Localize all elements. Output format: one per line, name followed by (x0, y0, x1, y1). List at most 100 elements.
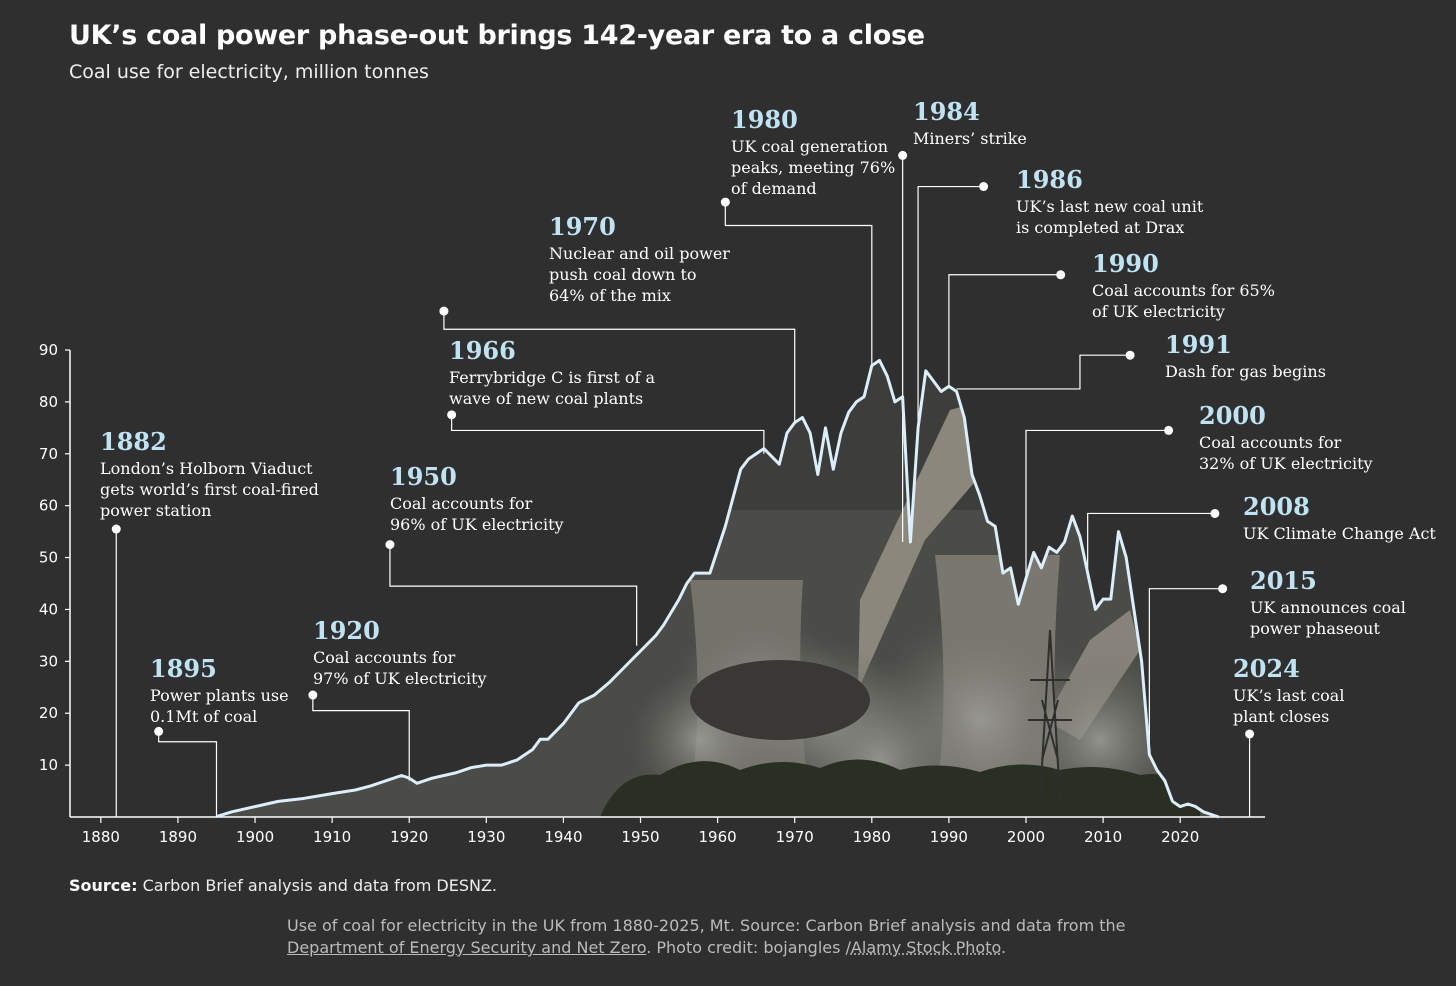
annotation-text-1970: Nuclear and oil power (549, 244, 730, 263)
annotation-text-1980: of demand (731, 179, 817, 198)
annotation-year-2024: 2024 (1233, 654, 1300, 683)
y-tick-label: 90 (39, 341, 58, 359)
coal-chart: 10 20 30 40 50 60 70 80 90 1880 1890 1900 1910 1920 19… (39, 97, 1436, 846)
annotation-year-1920: 1920 (313, 616, 380, 645)
annotation-leader-2008 (1087, 512, 1215, 574)
annotation-dot-2024 (1245, 729, 1255, 739)
annotation-text-1986: is completed at Drax (1016, 218, 1184, 237)
y-tick-label: 60 (39, 497, 58, 515)
annotation-dot-2008 (1210, 508, 1220, 518)
annotation-year-1984: 1984 (913, 97, 980, 126)
desnz-link[interactable]: Department of Energy Security and Net Ze… (287, 938, 647, 957)
y-tick-label: 20 (39, 704, 58, 722)
annotation-leader-1966 (451, 414, 765, 454)
x-tick-label: 1880 (82, 828, 120, 846)
annotation-text-1984: Miners’ strike (913, 129, 1027, 148)
annotation-leader-1986 (917, 185, 984, 428)
annotation-text-2024: UK’s last coal (1233, 686, 1344, 705)
annotation-leader-1950 (389, 544, 638, 646)
annotation-text-2000: Coal accounts for (1199, 433, 1342, 452)
x-tick-label: 1900 (236, 828, 274, 846)
y-tick-label: 10 (39, 756, 58, 774)
source-label: Source: (69, 876, 138, 895)
annotation-leader-2000 (1025, 429, 1169, 579)
image-caption: Use of coal for electricity in the UK fr… (287, 915, 1187, 959)
annotation-dot-1895 (154, 726, 164, 736)
annotation-dot-1984 (898, 150, 908, 160)
x-tick-label: 1890 (159, 828, 197, 846)
annotation-leader-1920 (312, 695, 410, 781)
annotation-text-1990: of UK electricity (1092, 302, 1225, 321)
falling-chimney (858, 400, 993, 690)
annotation-text-1920: 97% of UK electricity (313, 669, 487, 688)
annotation-year-1882: 1882 (100, 427, 167, 456)
x-tick-label: 1920 (390, 828, 428, 846)
annotation-dot-1966 (447, 410, 457, 420)
annotation-dot-1970 (439, 306, 449, 316)
annotation-text-1966: Ferrybridge C is first of a (449, 368, 656, 387)
x-tick-label: 1930 (467, 828, 505, 846)
annotation-text-2015: UK announces coal (1250, 598, 1406, 617)
annotation-text-1970: 64% of the mix (549, 286, 671, 305)
annotation-dot-1980 (720, 197, 730, 207)
annotation-year-1895: 1895 (150, 654, 217, 683)
annotation-text-1950: Coal accounts for (390, 494, 533, 513)
annotation-dot-1882 (111, 524, 121, 534)
annotation-dot-1991 (1125, 350, 1135, 360)
annotation-leader-1990 (948, 274, 1061, 387)
annotation-year-2008: 2008 (1243, 492, 1310, 521)
dark-smoke (690, 660, 870, 740)
annotation-text-2015: power phaseout (1250, 619, 1380, 638)
x-tick-label: 1910 (313, 828, 351, 846)
annotation-year-1991: 1991 (1165, 330, 1232, 359)
annotation-year-1970: 1970 (549, 212, 616, 241)
annotation-text-1895: Power plants use (150, 686, 289, 705)
y-tick-label: 70 (39, 445, 58, 463)
annotation-dot-1950 (385, 540, 395, 550)
source-note: Source: Carbon Brief analysis and data f… (69, 876, 497, 895)
annotation-text-2008: UK Climate Change Act (1243, 524, 1436, 543)
annotation-text-1986: UK’s last new coal unit (1016, 197, 1204, 216)
annotation-text-1980: UK coal generation (731, 137, 888, 156)
annotation-year-2015: 2015 (1250, 566, 1317, 595)
annotation-text-1980: peaks, meeting 76% (731, 158, 895, 177)
x-tick-label: 2010 (1084, 828, 1122, 846)
alamy-link[interactable]: Alamy Stock Photo (850, 938, 1001, 957)
electricity-pylon (1028, 629, 1072, 801)
annotation-leader-1895 (158, 731, 218, 817)
y-tick-label: 50 (39, 549, 58, 567)
x-tick-label: 1970 (776, 828, 814, 846)
chart-subtitle: Coal use for electricity, million tonnes (69, 61, 429, 83)
tree-line (600, 759, 1200, 817)
chart-title: UK’s coal power phase-out brings 142-yea… (69, 20, 925, 51)
annotation-year-1986: 1986 (1016, 165, 1083, 194)
annotation-year-1980: 1980 (731, 105, 798, 134)
annotation-text-2024: plant closes (1233, 707, 1329, 726)
annotation-leader-1970 (443, 311, 796, 423)
x-tick-label: 1990 (930, 828, 968, 846)
caption-credit: . Photo credit: bojangles / (646, 938, 851, 957)
x-tick-label: 1980 (853, 828, 891, 846)
y-tick-label: 40 (39, 600, 58, 618)
pylon-frame (1028, 629, 1072, 801)
annotation-dot-2000 (1164, 425, 1174, 435)
annotation-text-1920: Coal accounts for (313, 648, 456, 667)
annotation-dot-2015 (1218, 584, 1228, 594)
annotation-leader-1991 (956, 354, 1131, 390)
caption-text: Use of coal for electricity in the UK fr… (287, 916, 1126, 935)
annotation-text-1882: power station (100, 501, 211, 520)
annotation-text-1882: London’s Holborn Viaduct (100, 459, 313, 478)
annotation-year-1990: 1990 (1092, 249, 1159, 278)
annotation-year-1966: 1966 (449, 336, 516, 365)
annotation-text-1895: 0.1Mt of coal (150, 707, 257, 726)
demolition-photo (216, 360, 1219, 817)
annotation-text-1950: 96% of UK electricity (390, 515, 564, 534)
x-tick-label: 1950 (621, 828, 659, 846)
x-tick-label: 1960 (699, 828, 737, 846)
annotation-text-1970: push coal down to (549, 265, 697, 284)
annotation-year-2000: 2000 (1199, 401, 1266, 430)
y-tick-label: 30 (39, 652, 58, 670)
annotation-dot-1990 (1056, 270, 1066, 280)
annotation-year-1950: 1950 (390, 462, 457, 491)
annotation-text-1966: wave of new coal plants (449, 389, 643, 408)
